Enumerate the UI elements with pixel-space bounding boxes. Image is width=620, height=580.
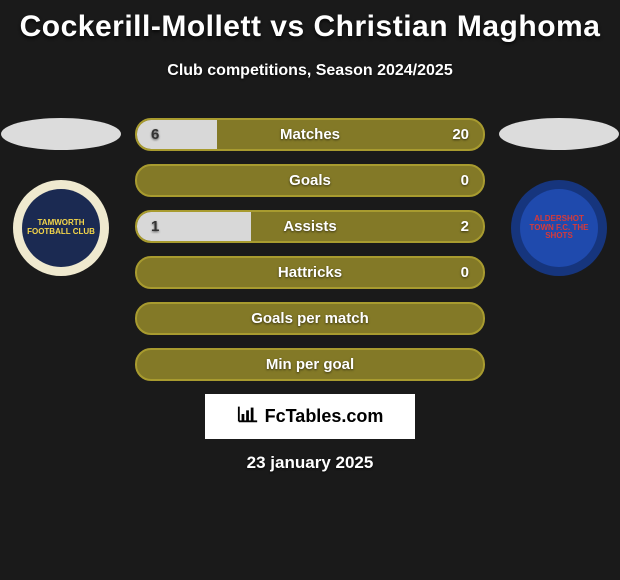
stat-bar-right-value: 20 — [452, 126, 469, 143]
date-label: 23 january 2025 — [247, 453, 374, 473]
stat-bar-left-value: 6 — [151, 126, 159, 143]
stat-bar-label: Goals per match — [251, 310, 369, 327]
right-column: ALDERSHOT TOWN F.C. THE SHOTS — [499, 118, 619, 276]
stat-bar-label: Matches — [280, 126, 340, 143]
stat-bar-label: Min per goal — [266, 356, 354, 373]
stat-bar-goals-per-match: Goals per match — [135, 302, 485, 335]
stat-bars: Matches620Goals0Assists12Hattricks0Goals… — [135, 118, 485, 381]
comparison-card: Cockerill-Mollett vs Christian Maghoma C… — [0, 0, 620, 473]
credit-banner: FcTables.com — [205, 394, 415, 439]
stat-bar-assists: Assists 1 2 — [135, 210, 485, 243]
subtitle: Club competitions, Season 2024/2025 — [167, 62, 452, 80]
aldershot-badge-text: ALDERSHOT TOWN F.C. THE SHOTS — [520, 189, 598, 267]
right-ellipse — [499, 118, 619, 150]
stat-bar-label: Goals — [289, 172, 331, 189]
tamworth-badge-text: TAMWORTH FOOTBALL CLUB — [22, 189, 100, 267]
stat-bar-fill — [137, 120, 217, 149]
tamworth-badge: TAMWORTH FOOTBALL CLUB — [13, 180, 109, 276]
stat-bar-min-per-goal: Min per goal — [135, 348, 485, 381]
aldershot-badge: ALDERSHOT TOWN F.C. THE SHOTS — [511, 180, 607, 276]
stat-bar-right-value: 0 — [461, 172, 469, 189]
left-ellipse — [1, 118, 121, 150]
stat-bar-right-value: 2 — [461, 218, 469, 235]
credit-label: FcTables.com — [265, 406, 384, 427]
page-title: Cockerill-Mollett vs Christian Maghoma — [20, 10, 601, 44]
stat-bar-hattricks: Hattricks 0 — [135, 256, 485, 289]
stat-bar-right-value: 0 — [461, 264, 469, 281]
bar-chart-icon — [237, 404, 259, 429]
main-row: TAMWORTH FOOTBALL CLUB Matches620Goals0A… — [0, 118, 620, 381]
stat-bar-left-value: 1 — [151, 218, 159, 235]
stat-bar-goals: Goals 0 — [135, 164, 485, 197]
stat-bar-label: Hattricks — [278, 264, 342, 281]
stat-bar-matches: Matches 6 20 — [135, 118, 485, 151]
left-column: TAMWORTH FOOTBALL CLUB — [1, 118, 121, 276]
stat-bar-label: Assists — [283, 218, 336, 235]
